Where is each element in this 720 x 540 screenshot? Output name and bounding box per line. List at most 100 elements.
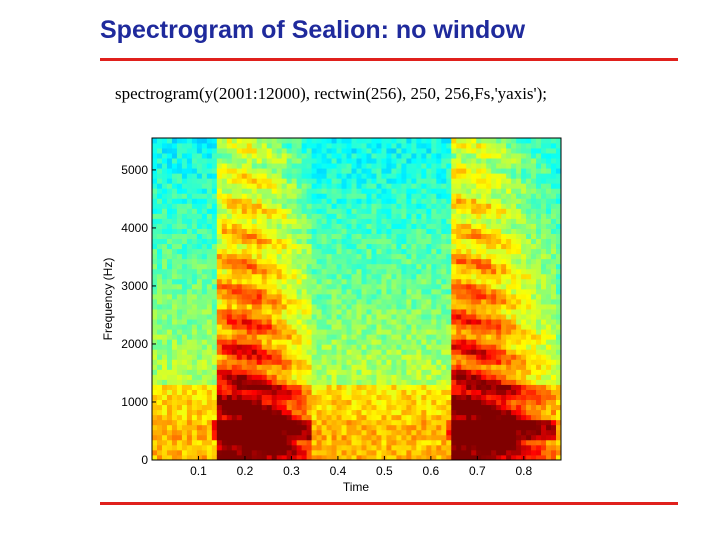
heatmap-cell <box>206 374 213 380</box>
heatmap-cell <box>261 424 268 431</box>
heatmap-cell <box>461 449 467 456</box>
heatmap-cell <box>211 314 218 320</box>
heatmap-cell <box>161 228 168 234</box>
heatmap-cell <box>481 414 487 421</box>
heatmap-cell <box>211 283 218 290</box>
heatmap-cell <box>376 268 382 275</box>
heatmap-cell <box>436 419 442 426</box>
heatmap-cell <box>306 223 313 229</box>
heatmap-cell <box>431 434 437 441</box>
heatmap-cell <box>486 429 492 436</box>
heatmap-cell <box>291 439 298 446</box>
heatmap-cell <box>286 143 293 149</box>
heatmap-cell <box>326 324 332 330</box>
heatmap-cell <box>166 198 173 204</box>
heatmap-cell <box>331 409 337 416</box>
heatmap-cell <box>536 288 542 295</box>
heatmap-cell <box>516 153 522 159</box>
heatmap-cell <box>411 399 417 406</box>
heatmap-cell <box>326 223 332 229</box>
heatmap-cell <box>152 158 158 164</box>
heatmap-cell <box>361 379 367 385</box>
heatmap-cell <box>456 193 462 199</box>
heatmap-cell <box>306 344 313 350</box>
heatmap-cell <box>461 273 467 280</box>
heatmap-cell <box>176 158 183 164</box>
heatmap-cell <box>301 158 308 164</box>
heatmap-cell <box>336 439 342 446</box>
heatmap-cell <box>261 314 268 320</box>
heatmap-cell <box>281 409 288 416</box>
heatmap-cell <box>321 293 327 300</box>
heatmap-cell <box>391 218 397 224</box>
heatmap-cell <box>221 198 228 204</box>
heatmap-cell <box>326 344 332 350</box>
heatmap-cell <box>341 444 347 451</box>
heatmap-cell <box>181 293 188 300</box>
heatmap-cell <box>501 424 507 431</box>
heatmap-cell <box>176 429 183 436</box>
heatmap-cell <box>211 364 218 370</box>
heatmap-cell <box>491 263 497 270</box>
heatmap-cell <box>351 454 357 461</box>
heatmap-cell <box>536 324 542 330</box>
heatmap-cell <box>471 389 477 395</box>
heatmap-cell <box>201 404 208 411</box>
heatmap-cell <box>266 359 273 365</box>
heatmap-cell <box>486 243 492 250</box>
heatmap-cell <box>511 379 517 385</box>
heatmap-cell <box>346 399 352 406</box>
heatmap-cell <box>211 399 218 406</box>
heatmap-cell <box>441 334 447 340</box>
heatmap-cell <box>436 379 442 385</box>
heatmap-cell <box>456 148 462 154</box>
heatmap-cell <box>331 449 337 456</box>
heatmap-cell <box>326 379 332 385</box>
heatmap-cell <box>511 273 517 280</box>
heatmap-cell <box>206 299 213 305</box>
heatmap-cell <box>291 339 298 345</box>
heatmap-cell <box>426 208 432 214</box>
heatmap-cell <box>486 389 492 395</box>
heatmap-cell <box>471 454 477 461</box>
heatmap-cell <box>241 424 248 431</box>
heatmap-cell <box>296 253 303 260</box>
heatmap-cell <box>186 324 193 330</box>
heatmap-cell <box>341 283 347 290</box>
heatmap-cell <box>356 339 362 345</box>
heatmap-cell <box>286 238 293 245</box>
heatmap-cell <box>356 243 362 250</box>
heatmap-cell <box>251 304 258 310</box>
heatmap-cell <box>441 168 447 174</box>
heatmap-cell <box>256 253 263 260</box>
heatmap-cell <box>336 273 342 280</box>
heatmap-cell <box>301 173 308 179</box>
heatmap-cell <box>501 334 507 340</box>
heatmap-cell <box>161 404 168 411</box>
heatmap-cell <box>166 299 173 305</box>
heatmap-cell <box>406 178 412 184</box>
heatmap-cell <box>371 273 377 280</box>
heatmap-cell <box>461 173 467 179</box>
heatmap-cell <box>236 268 243 275</box>
heatmap-cell <box>516 178 522 184</box>
heatmap-cell <box>481 153 487 159</box>
heatmap-cell <box>166 233 173 240</box>
heatmap-cell <box>236 409 243 416</box>
heatmap-cell <box>152 454 158 461</box>
heatmap-cell <box>431 319 437 325</box>
heatmap-cell <box>381 253 387 260</box>
heatmap-cell <box>471 233 477 240</box>
heatmap-cell <box>236 304 243 310</box>
heatmap-cell <box>276 268 283 275</box>
heatmap-cell <box>526 394 532 401</box>
heatmap-cell <box>326 173 332 179</box>
heatmap-cell <box>156 449 163 456</box>
heatmap-cell <box>301 273 308 280</box>
heatmap-cell <box>526 334 532 340</box>
heatmap-cell <box>152 304 158 310</box>
heatmap-cell <box>201 243 208 250</box>
heatmap-cell <box>336 263 342 270</box>
heatmap-cell <box>241 293 248 300</box>
heatmap-cell <box>411 444 417 451</box>
